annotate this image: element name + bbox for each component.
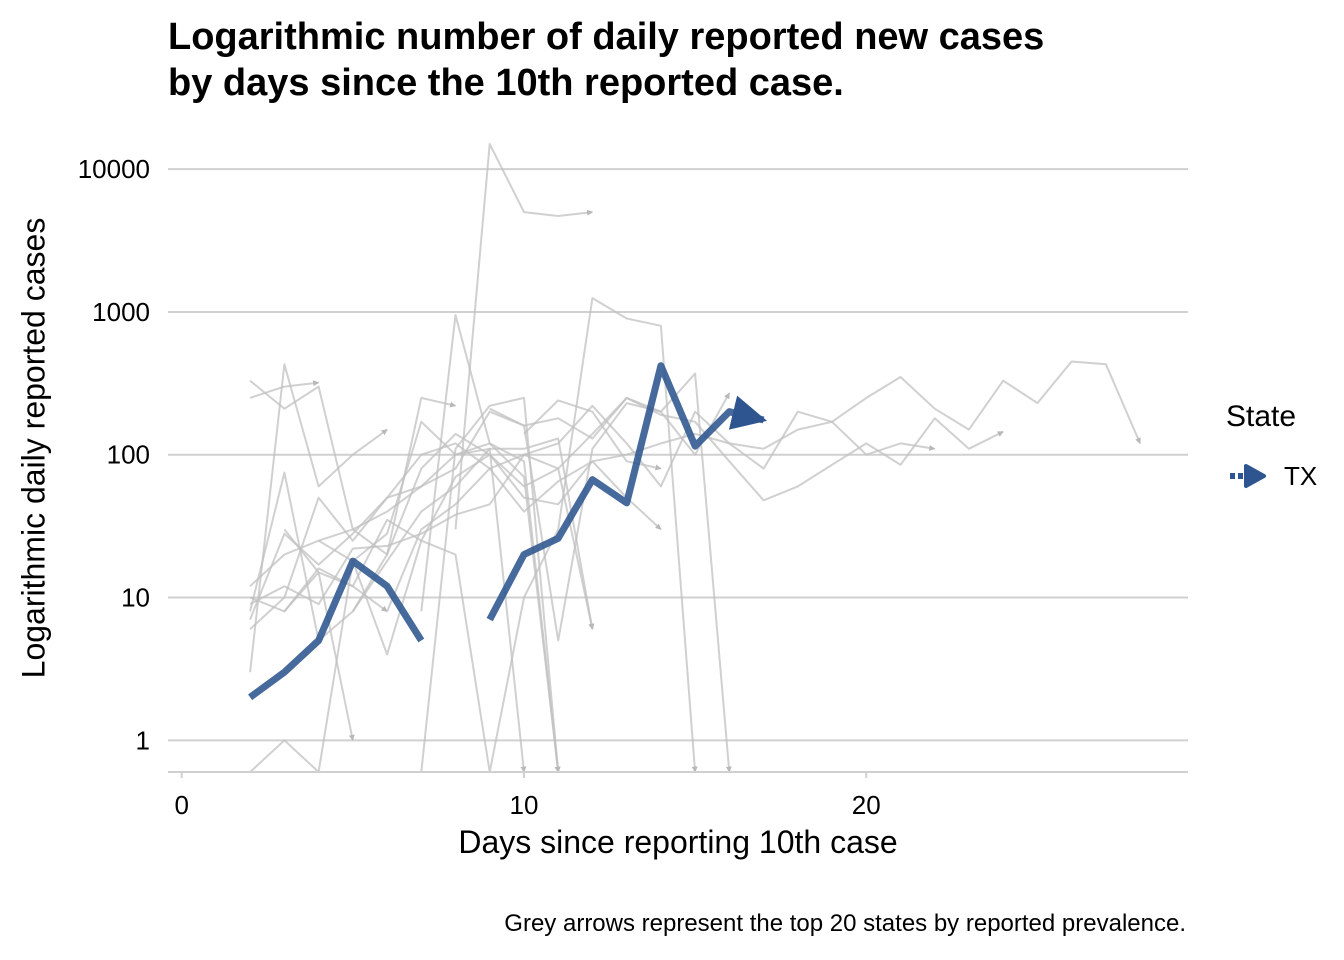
legend-label-tx: TX (1284, 461, 1318, 491)
tx-series-line-segment-2 (486, 362, 768, 622)
y-axis-label: Logarithmic daily reported cases (15, 217, 52, 679)
background-series-line-18 (420, 396, 561, 773)
y-tick-label-1: 1 (136, 725, 150, 755)
background-series-line-10 (249, 297, 698, 773)
highlight-series-layer (248, 362, 768, 701)
legend-title: State (1226, 400, 1297, 433)
axis-layer: 1 10 100 1000 10000 0 10 20 (78, 154, 1188, 820)
y-tick-label-1000: 1000 (92, 297, 150, 327)
background-series-line-17 (454, 143, 593, 530)
tx-series-line-segment-1 (248, 557, 425, 701)
background-series-line-14 (351, 437, 595, 630)
y-tick-label-100: 100 (107, 440, 150, 470)
background-series-layer (249, 143, 1142, 773)
background-series-line-12 (283, 528, 355, 741)
y-tick-label-10000: 10000 (78, 154, 150, 184)
chart-title-line-1: Logarithmic number of daily reported new… (168, 16, 1045, 58)
background-series-line-16 (420, 314, 561, 773)
chart-title: Logarithmic number of daily reported new… (168, 14, 1268, 106)
x-tick-label-10: 10 (510, 790, 539, 820)
background-series-line-19 (489, 372, 732, 773)
grid-layer (168, 168, 1188, 742)
x-tick-label-20: 20 (852, 790, 881, 820)
chart-caption: Grey arrows represent the top 20 states … (504, 910, 1186, 937)
background-series-line-5 (249, 363, 388, 673)
chart-title-line-2: by days since the 10th reported case. (168, 62, 844, 104)
background-series-line-7 (249, 360, 1142, 620)
x-tick-label-0: 0 (174, 790, 188, 820)
legend-key-tx (1230, 464, 1266, 488)
y-tick-label-10: 10 (121, 583, 150, 613)
background-series-line-1 (249, 380, 320, 399)
background-series-line-11 (283, 453, 662, 613)
x-axis-label: Days since reporting 10th case (458, 824, 898, 860)
background-series-line-15 (386, 420, 936, 612)
